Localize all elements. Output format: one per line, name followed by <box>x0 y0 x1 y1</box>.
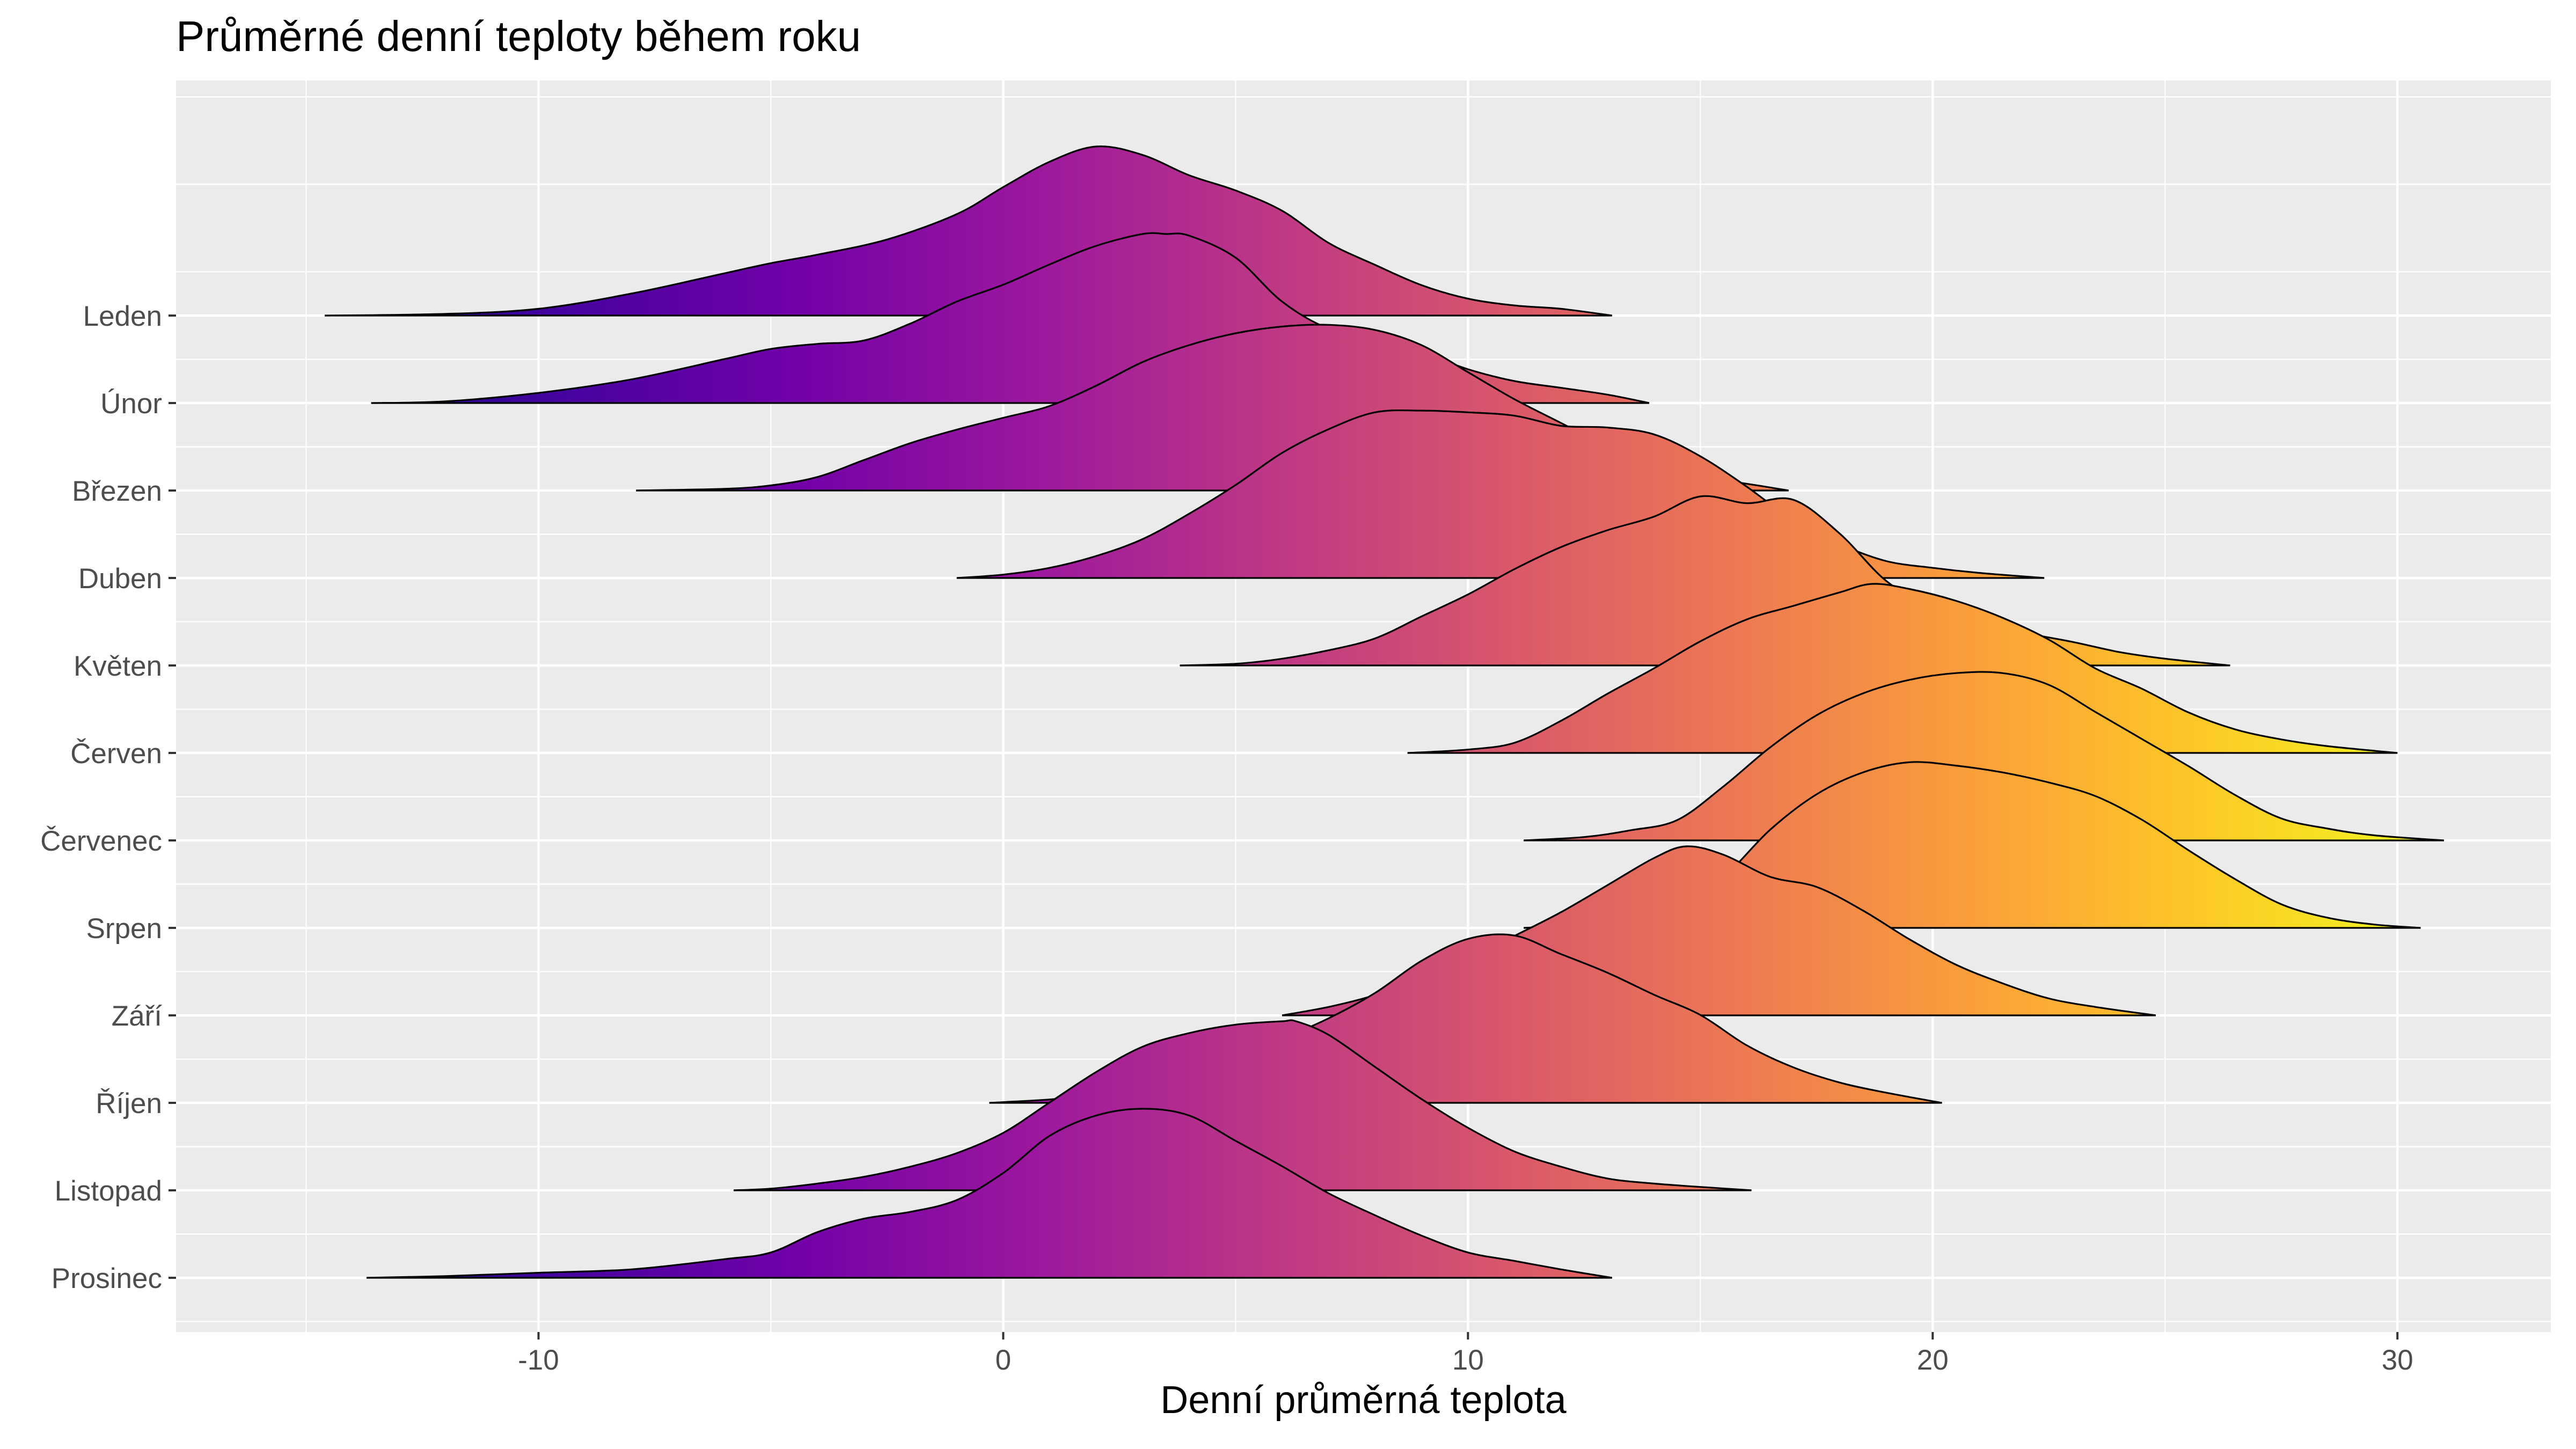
ridge-outline <box>1407 583 2398 754</box>
x-tick-label: 0 <box>996 1344 1011 1376</box>
y-axis: Leden Únor Březen Duben Květen Červen Červenec… <box>40 301 176 1294</box>
y-tick-label: Září <box>112 1000 163 1032</box>
y-tick-label: Říjen <box>96 1088 162 1119</box>
ridge-outline <box>734 1019 1752 1191</box>
y-tick-label: Květen <box>74 650 162 682</box>
x-tick-label: 30 <box>2382 1344 2413 1376</box>
y-tick-label: Duben <box>78 563 162 595</box>
ridge-Prosinec <box>366 1108 1613 1279</box>
y-tick-label: Březen <box>72 475 162 507</box>
y-tick-label: Únor <box>100 388 162 420</box>
y-tick-label: Červenec <box>40 825 162 857</box>
ridge-series <box>325 145 2444 1279</box>
x-tick-label: 20 <box>1917 1344 1949 1376</box>
chart-title: Průměrné denní teploty během roku <box>176 12 861 60</box>
ridge-outline <box>325 145 1613 317</box>
ridge-area <box>734 1020 1752 1190</box>
y-tick-label: Leden <box>83 301 162 332</box>
x-axis-title: Denní průměrná teplota <box>1160 1379 1567 1422</box>
ridge-outline <box>1524 671 2444 841</box>
ridge-area <box>367 1109 1612 1278</box>
ridge-outline <box>366 1108 1613 1279</box>
y-tick-label: Červen <box>70 738 162 770</box>
x-tick-label: -10 <box>518 1344 559 1376</box>
y-tick-label: Srpen <box>86 913 162 945</box>
x-tick-label: 10 <box>1452 1344 1484 1376</box>
ridge-area <box>325 146 1612 316</box>
y-tick-label: Listopad <box>55 1175 162 1207</box>
y-tick-label: Prosinec <box>52 1263 162 1294</box>
ridge-area <box>1524 671 2444 840</box>
x-axis: -10 0 10 20 30 <box>518 1332 2413 1376</box>
ridge-area <box>1407 583 2398 753</box>
